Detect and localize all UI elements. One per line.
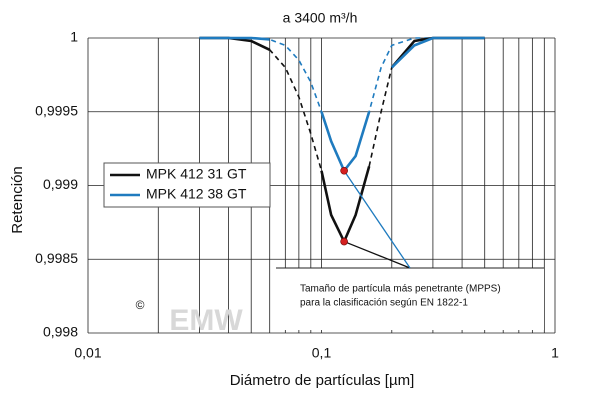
y-tick-label: 0,9985: [35, 250, 78, 266]
legend-box: [103, 162, 271, 208]
series-line: [199, 37, 485, 173]
series-line: [199, 36, 485, 174]
chart-title: a 3400 m³/h: [283, 10, 358, 26]
y-tick-label: 0,998: [43, 324, 78, 340]
x-tick-label: 0,01: [74, 345, 101, 361]
annotation-box: [276, 268, 544, 330]
y-tick-label: 0,9995: [35, 102, 78, 118]
annotation-text: para la clasificación según EN 1822-1: [300, 298, 468, 309]
series-line: [199, 36, 485, 245]
x-axis-label: Diámetro de partículas [µm]: [230, 372, 415, 389]
legend-label: MPK 412 31 GT: [146, 166, 247, 182]
mpps-pointer: [343, 170, 411, 269]
mpps-marker: [340, 237, 348, 246]
y-tick-label: 1: [70, 29, 78, 45]
y-tick-label: 0,999: [43, 176, 78, 192]
x-tick-label: 1: [551, 345, 559, 361]
mpps-pointer: [343, 240, 411, 269]
legend-label: MPK 412 38 GT: [146, 186, 247, 202]
y-axis-label: Retención: [9, 166, 26, 234]
x-tick-label: 0,1: [312, 345, 332, 361]
copyright: ©: [136, 298, 145, 312]
mpps-marker: [340, 166, 348, 175]
annotation-text: Tamaño de partícula más penetrante (MPPS…: [300, 284, 501, 295]
series-line: [199, 37, 485, 244]
watermark: EMW: [169, 304, 243, 337]
